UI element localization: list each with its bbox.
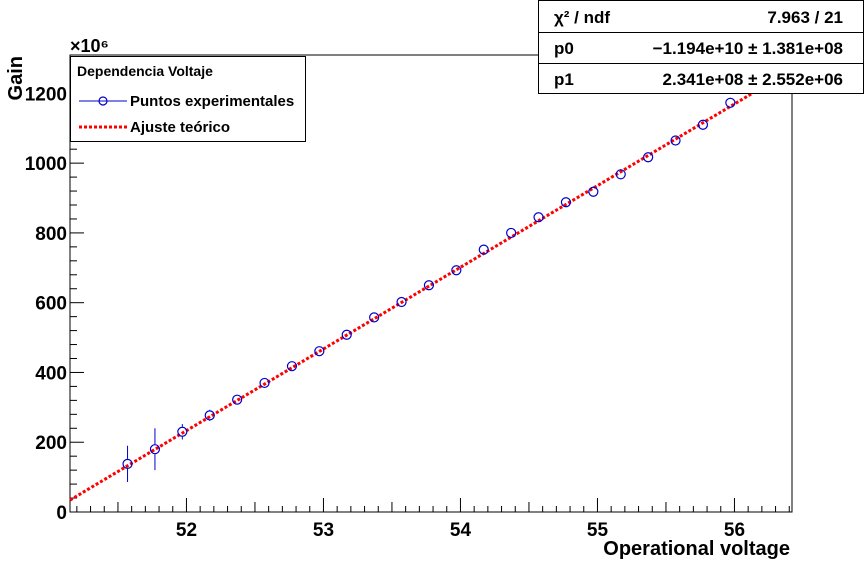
point-marker <box>204 410 215 421</box>
point-marker <box>149 444 161 455</box>
data-point <box>725 97 736 109</box>
point-marker <box>286 361 298 372</box>
data-point <box>314 346 325 357</box>
data-point <box>232 394 243 405</box>
plot-frame <box>69 54 793 513</box>
y-tick-label: 600 <box>35 294 67 315</box>
point-marker <box>232 394 243 405</box>
stats-row-chi2: χ² / ndf 7.963 / 21 <box>539 1 863 31</box>
data-point <box>451 265 462 276</box>
point-marker <box>615 169 626 180</box>
data-point <box>177 424 188 440</box>
y-multiplier-label: ×10⁶ <box>70 36 109 56</box>
data-point <box>643 152 654 163</box>
point-marker <box>177 426 188 437</box>
y-tick-label: 1200 <box>25 84 67 105</box>
point-marker <box>369 312 380 323</box>
point-marker <box>697 119 709 130</box>
stats-divider <box>539 63 863 64</box>
legend-label-points: Puntos experimentales <box>130 93 295 110</box>
data-point <box>259 377 270 389</box>
x-tick-label: 52 <box>176 520 197 541</box>
y-tick-label: 200 <box>35 433 67 454</box>
point-marker <box>643 152 654 163</box>
data-point <box>149 428 161 471</box>
data-point <box>670 135 681 146</box>
stats-value-chi2: 7.963 / 21 <box>767 8 843 27</box>
data-point <box>204 409 215 421</box>
data-point <box>697 119 709 131</box>
stats-value-p0: −1.194e+10 ± 1.381e+08 <box>652 39 843 58</box>
data-point <box>423 280 435 291</box>
stats-row-p0: p0 −1.194e+10 ± 1.381e+08 <box>539 32 863 62</box>
data-point <box>369 312 380 323</box>
data-point <box>560 197 572 208</box>
x-tick-label: 55 <box>587 520 609 541</box>
x-tick-label: 56 <box>724 520 745 541</box>
point-marker <box>506 227 517 239</box>
y-tick-label: 0 <box>56 503 67 524</box>
y-tick-label: 1000 <box>25 154 67 175</box>
data-point <box>615 169 626 180</box>
plot-border <box>69 54 793 513</box>
data-point <box>533 212 544 223</box>
stats-row-p1: p1 2.341e+08 ± 2.552e+06 <box>539 63 863 93</box>
stats-key-p1: p1 <box>554 70 574 89</box>
data-point <box>396 296 407 308</box>
point-marker <box>560 197 572 208</box>
point-marker <box>533 212 544 223</box>
y-tick-label: 800 <box>35 224 67 245</box>
point-marker <box>396 296 407 308</box>
legend-title: Dependencia Voltaje <box>77 63 213 79</box>
legend: Dependencia Voltaje Puntos experimentale… <box>70 56 306 142</box>
legend-entry-points: Puntos experimentales <box>71 89 305 115</box>
stats-key-chi2: χ² / ndf <box>554 8 611 27</box>
point-marker <box>588 186 599 197</box>
x-tick-label: 53 <box>313 520 334 541</box>
data-point <box>478 244 489 255</box>
point-marker <box>478 244 489 255</box>
fit-stats-box: χ² / ndf 7.963 / 21 p0 −1.194e+10 ± 1.38… <box>538 0 864 94</box>
point-marker <box>341 329 352 340</box>
point-marker <box>122 458 133 469</box>
point-marker <box>725 97 736 108</box>
data-point <box>122 445 133 482</box>
y-axis-title: Gain <box>5 56 27 100</box>
legend-marker-circle-icon <box>79 96 127 106</box>
legend-label-fit: Ajuste teórico <box>130 119 231 136</box>
x-tick-label: 54 <box>450 520 472 541</box>
data-point <box>588 186 599 197</box>
data-point <box>506 227 517 239</box>
point-marker <box>259 377 270 389</box>
legend-dotted-line-icon <box>79 125 127 129</box>
stats-key-p0: p0 <box>554 39 574 58</box>
tick-labels-layer: 52 53 54 55 56 0 200 400 600 800 1000 1200 <box>25 84 745 541</box>
point-marker <box>451 265 462 276</box>
legend-entry-fit: Ajuste teórico <box>71 115 305 141</box>
data-points-layer <box>122 97 736 482</box>
stats-divider <box>539 32 863 33</box>
stats-value-p1: 2.341e+08 ± 2.552e+06 <box>662 70 843 89</box>
data-point <box>341 329 352 340</box>
point-marker <box>314 346 325 357</box>
point-marker <box>423 280 435 291</box>
data-point <box>286 361 298 372</box>
y-tick-label: 400 <box>35 363 67 384</box>
point-marker <box>670 135 681 146</box>
x-axis-title: Operational voltage <box>603 538 790 560</box>
